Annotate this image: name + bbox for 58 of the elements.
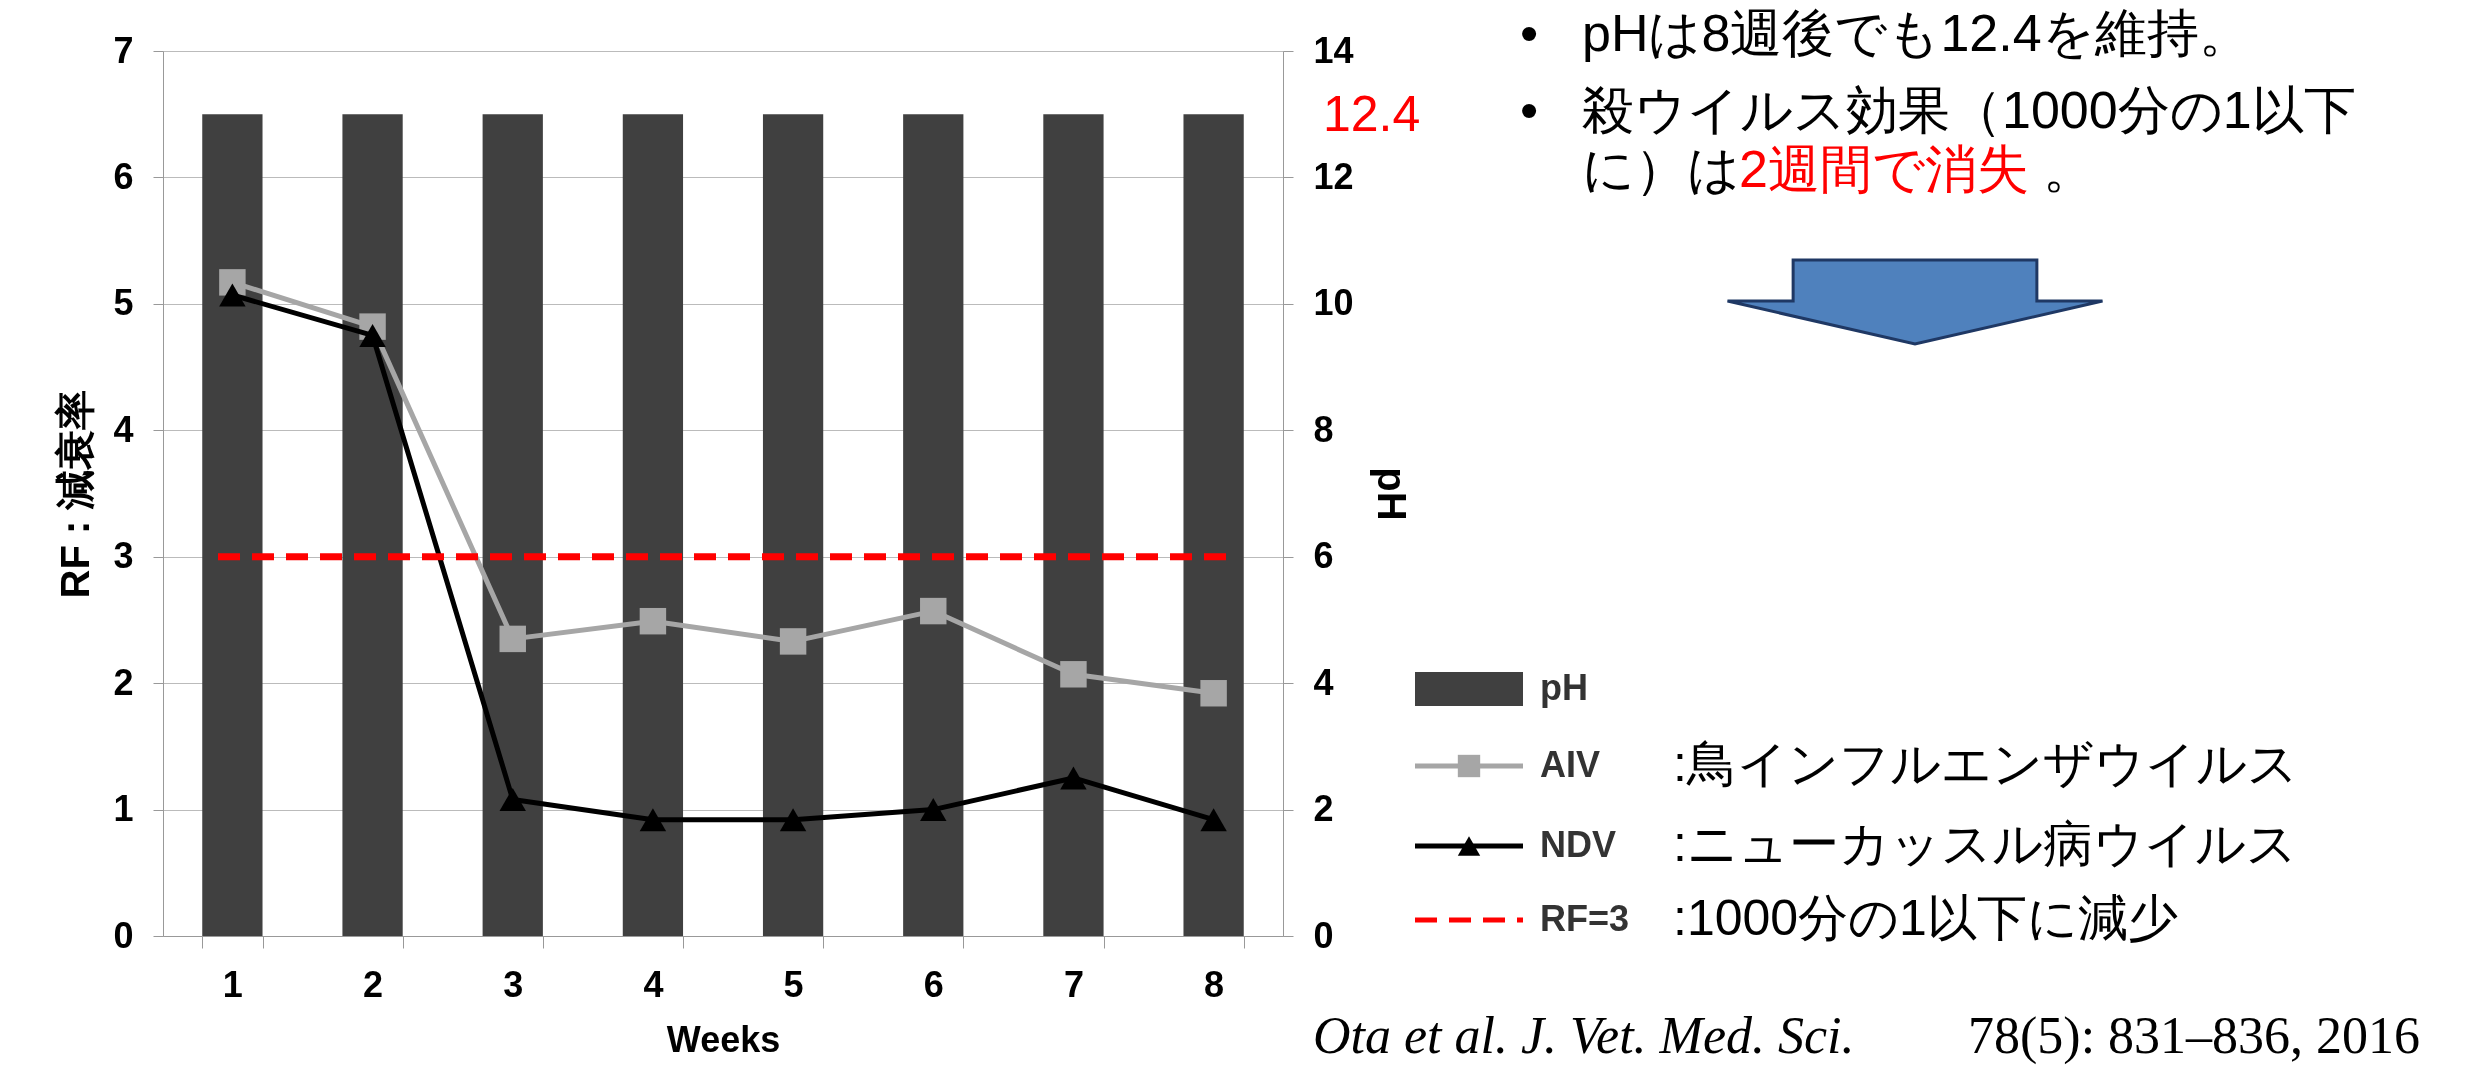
y2-tick-label: 14: [1313, 29, 1354, 71]
point: [499, 625, 526, 653]
text: •: [1520, 81, 1539, 139]
y-tick-label: 4: [113, 408, 134, 450]
y2-tick-label: 10: [1313, 282, 1354, 324]
text: :ニューカッスル病ウイルス: [1673, 816, 2297, 872]
y2-tick-label: 2: [1313, 788, 1334, 830]
text: 2週間で消失: [1739, 140, 2029, 198]
text: :1000分の1以下に減少: [1673, 890, 2178, 946]
y-tick-label: 3: [113, 535, 134, 577]
point: [779, 808, 807, 832]
text: 。: [2043, 140, 2095, 198]
point: [639, 607, 667, 635]
point: [1060, 766, 1087, 790]
text: に）は: [1582, 140, 1740, 198]
x-tick-label: 2: [363, 963, 384, 1005]
legend-label: AIV: [1540, 744, 1601, 785]
point: [219, 283, 246, 307]
point: [779, 628, 807, 655]
x-tick-label: 1: [222, 963, 243, 1005]
y2-tick-label: 6: [1313, 535, 1334, 577]
point: [920, 798, 947, 822]
x-tick-label: 6: [923, 963, 944, 1005]
y2-tick-label: 4: [1313, 661, 1334, 703]
x-axis-title: Weeks: [666, 1018, 781, 1060]
point: [1200, 680, 1227, 707]
point: [499, 788, 526, 811]
point: [639, 808, 667, 832]
x-tick-label: 3: [503, 963, 524, 1005]
text: pHは8週後でも12.4を維持。: [1582, 4, 2251, 62]
legend-label: pH: [1540, 667, 1588, 708]
x-tick-label: 7: [1063, 963, 1084, 1005]
y-tick-label: 6: [113, 155, 134, 197]
legend-label: NDV: [1540, 824, 1617, 865]
legend-label: RF=3: [1540, 898, 1630, 939]
point: [1200, 808, 1227, 832]
y-tick-label: 2: [113, 661, 134, 703]
text: :鳥インフルエンザウイルス: [1673, 736, 2298, 792]
y-tick-label: 1: [113, 788, 134, 830]
text: 78(5): 831–836, 2016: [1968, 1007, 2421, 1065]
text: Ota et al. J. Vet. Med. Sci.: [1313, 1007, 1855, 1064]
y2-tick-label: 0: [1313, 914, 1334, 956]
y2-tick-label: 8: [1313, 408, 1334, 450]
y2-tick-label: 12: [1313, 155, 1354, 197]
x-tick-label: 4: [643, 963, 664, 1005]
text: 12.4: [1323, 86, 1421, 142]
point: [920, 597, 947, 625]
y-tick-label: 7: [113, 29, 134, 71]
text: 殺ウイルス効果（1000分の1以下: [1582, 81, 2356, 139]
y-tick-label: 0: [113, 914, 134, 956]
y-tick-label: 5: [113, 282, 134, 324]
x-tick-label: 8: [1204, 963, 1225, 1005]
point: [1060, 661, 1087, 688]
y2-axis-title: pH: [1369, 467, 1414, 521]
x-tick-label: 5: [783, 963, 804, 1005]
y-axis-title: RF : 減衰率: [53, 389, 98, 599]
text: •: [1520, 4, 1539, 62]
point: [359, 324, 386, 347]
